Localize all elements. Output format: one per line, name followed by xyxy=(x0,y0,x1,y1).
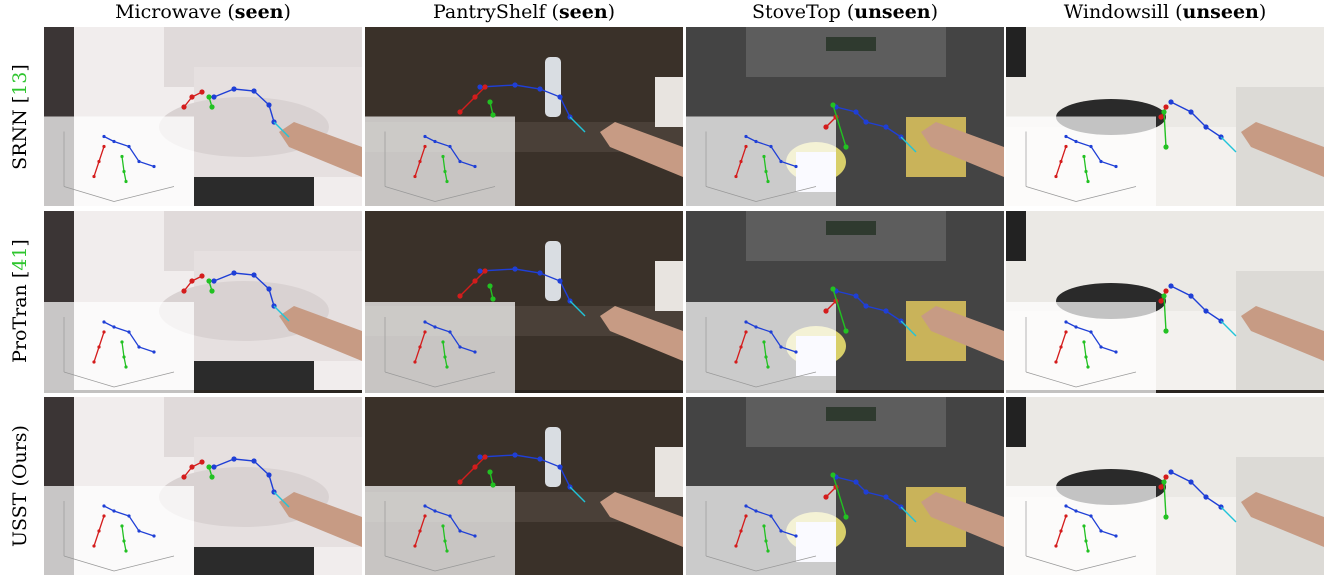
method-name: SRNN xyxy=(9,108,32,170)
scene-image xyxy=(1006,27,1324,206)
hand-shape xyxy=(1241,306,1324,361)
hand-shape xyxy=(600,306,683,361)
column-tag: unseen xyxy=(854,1,931,23)
3d-plot-inset xyxy=(44,302,194,393)
scene-image xyxy=(365,211,683,393)
scene-image xyxy=(686,211,1004,393)
3d-plot-inset xyxy=(365,302,515,393)
result-panel-stovetop-2 xyxy=(686,211,1004,393)
3d-plot-inset xyxy=(686,116,836,206)
column-tag: seen xyxy=(234,1,284,23)
scene-image xyxy=(44,397,362,575)
scene-image xyxy=(365,397,683,575)
3d-plot-inset xyxy=(686,302,836,393)
row-label-protran: ProTran [41] xyxy=(9,239,32,363)
result-panel-pantryshelf-2 xyxy=(365,211,683,393)
hand-shape xyxy=(279,122,362,177)
column-header-pantryshelf: PantryShelf (seen) xyxy=(432,1,616,23)
3d-plot-inset xyxy=(365,486,515,575)
column-header-stovetop: StoveTop (unseen) xyxy=(751,1,939,23)
hand-shape xyxy=(600,122,683,177)
method-name: USST (Ours) xyxy=(9,424,31,547)
result-panel-microwave-1 xyxy=(44,27,362,206)
result-panel-windowsill-2 xyxy=(1006,211,1324,393)
hand-shape xyxy=(921,492,1004,547)
result-panel-windowsill-1 xyxy=(1006,27,1324,206)
3d-plot-inset xyxy=(365,116,515,206)
column-header-windowsill: Windowsill (unseen) xyxy=(1063,1,1267,23)
hand-shape xyxy=(1241,122,1324,177)
scene-image xyxy=(44,27,362,206)
citation-ref: 41 xyxy=(9,246,32,271)
3d-plot-inset xyxy=(44,116,194,206)
column-header-microwave: Microwave (seen) xyxy=(115,1,291,23)
column-name: Microwave xyxy=(115,1,222,23)
row-label-srnn: SRNN [13] xyxy=(9,63,32,170)
row-label-usst: USST (Ours) xyxy=(0,396,40,575)
hand-shape xyxy=(279,306,362,361)
hand-shape xyxy=(1241,492,1324,547)
column-tag: unseen xyxy=(1182,1,1259,23)
column-name: Windowsill xyxy=(1063,1,1170,23)
hand-shape xyxy=(279,492,362,547)
method-name: ProTran xyxy=(9,284,32,363)
3d-plot-inset xyxy=(1006,116,1156,206)
result-panel-stovetop-1 xyxy=(686,27,1004,206)
column-name: StoveTop xyxy=(751,1,841,23)
citation-ref: 13 xyxy=(9,71,32,96)
column-name: PantryShelf xyxy=(432,1,546,23)
3d-plot-inset xyxy=(44,486,194,575)
result-panel-windowsill-3 xyxy=(1006,397,1324,575)
result-panel-pantryshelf-1 xyxy=(365,27,683,206)
hand-shape xyxy=(921,306,1004,361)
result-panel-pantryshelf-3 xyxy=(365,397,683,575)
result-panel-stovetop-3 xyxy=(686,397,1004,575)
result-panel-microwave-2 xyxy=(44,211,362,393)
scene-image xyxy=(1006,211,1324,393)
scene-image xyxy=(686,397,1004,575)
hand-shape xyxy=(600,492,683,547)
3d-plot-inset xyxy=(1006,486,1156,575)
result-panel-microwave-3 xyxy=(44,397,362,575)
3d-plot-inset xyxy=(1006,302,1156,393)
3d-plot-inset xyxy=(686,486,836,575)
scene-image xyxy=(686,27,1004,206)
scene-image xyxy=(44,211,362,393)
scene-image xyxy=(1006,397,1324,575)
column-tag: seen xyxy=(558,1,608,23)
scene-image xyxy=(365,27,683,206)
hand-shape xyxy=(921,122,1004,177)
